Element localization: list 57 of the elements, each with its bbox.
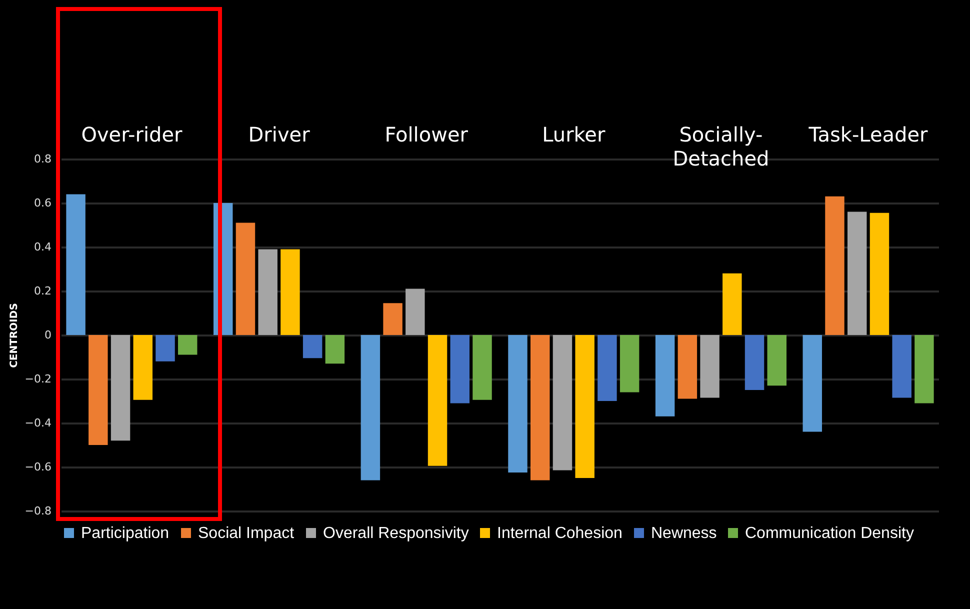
bar (258, 249, 278, 335)
bar (620, 335, 640, 392)
bar (88, 335, 108, 445)
bar (508, 335, 528, 472)
legend-label: Participation (81, 525, 170, 542)
bar (360, 335, 380, 480)
y-tick-label: 0.4 (34, 240, 52, 254)
legend-label: Newness (651, 525, 717, 542)
bar (530, 335, 550, 480)
legend-label: Communication Density (745, 525, 914, 542)
y-tick-label: −0.4 (24, 416, 52, 430)
y-tick-label: 0.6 (34, 196, 52, 210)
bar (892, 335, 912, 398)
y-tick-label: 0.8 (34, 152, 52, 166)
x-tick-label: Lurker (542, 122, 606, 146)
bar (767, 335, 786, 386)
legend-label: Overall Responsivity (323, 525, 469, 542)
bar (383, 303, 402, 335)
bar (870, 212, 890, 335)
bar (744, 335, 764, 390)
bar (700, 335, 720, 398)
bar (302, 335, 322, 358)
bar (133, 335, 153, 400)
bar (406, 288, 425, 335)
bar (450, 335, 470, 404)
bar (280, 249, 300, 335)
x-tick-label: Driver (248, 122, 311, 146)
y-tick-label: −0.6 (24, 460, 52, 474)
bar (236, 222, 256, 335)
bar (678, 335, 698, 399)
x-tick-label: Follower (384, 122, 469, 146)
bar (66, 194, 86, 335)
x-tick-label: Socially-Detached (672, 122, 770, 170)
bar (472, 335, 492, 400)
bar (156, 335, 175, 362)
bar (655, 335, 675, 416)
x-tick-label: Over-rider (81, 122, 184, 146)
y-tick-label: −0.8 (24, 504, 52, 518)
bar (575, 335, 594, 478)
bar (428, 335, 448, 466)
y-tick-label: 0.2 (34, 284, 52, 298)
bar (847, 212, 867, 335)
x-tick-label: Task-Leader (808, 122, 929, 146)
bar (802, 335, 822, 432)
legend-label: Internal Cohesion (497, 525, 622, 542)
y-tick-label: −0.2 (24, 372, 52, 386)
bar (914, 335, 934, 404)
bar (552, 335, 572, 470)
bar (178, 335, 198, 355)
bar (825, 196, 844, 335)
y-tick-label: 0 (44, 328, 52, 342)
y-axis-title: CENTROIDS (8, 303, 20, 368)
legend-label: Social Impact (198, 525, 295, 542)
bar (110, 335, 130, 441)
bar (598, 335, 617, 401)
bar (722, 273, 742, 335)
bar (325, 335, 345, 364)
